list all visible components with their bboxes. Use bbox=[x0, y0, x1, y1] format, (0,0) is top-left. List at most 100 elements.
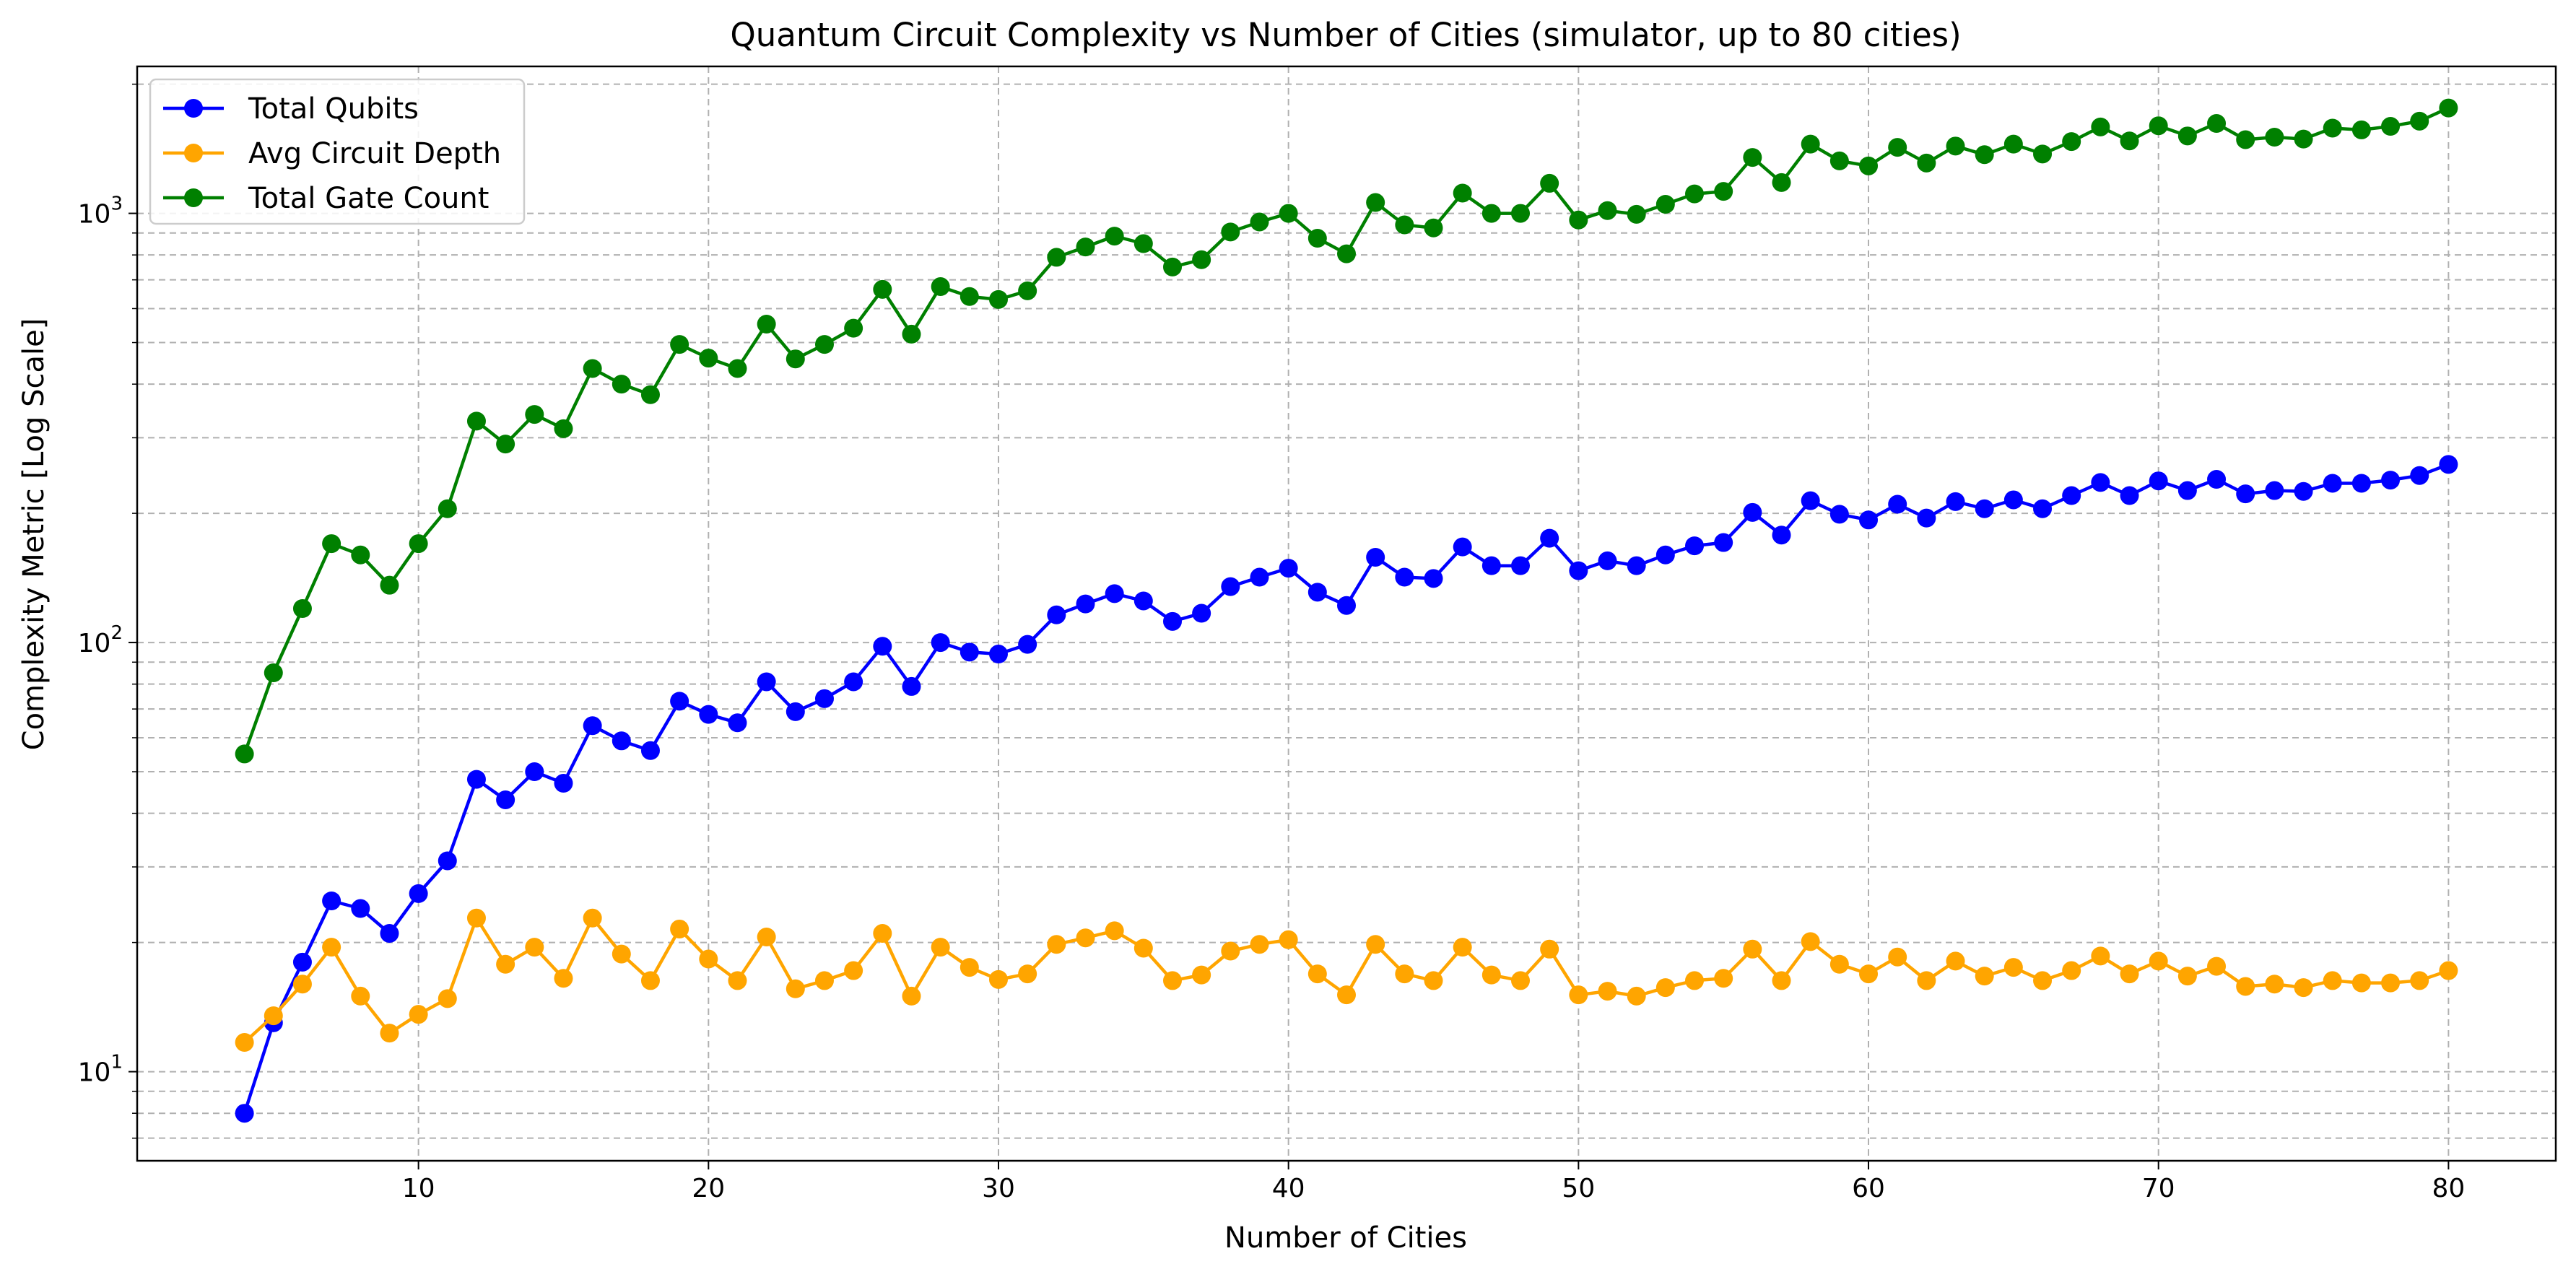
data-point-avg-circuit-depth bbox=[2033, 971, 2053, 990]
legend-label-total-qubits: Total Qubits bbox=[248, 92, 419, 126]
data-point-total-qubits bbox=[2381, 471, 2401, 490]
data-point-avg-circuit-depth bbox=[1946, 951, 1965, 971]
x-tick-label: 70 bbox=[2142, 1174, 2175, 1203]
data-point-total-qubits bbox=[1859, 510, 1879, 530]
data-point-total-qubits bbox=[1598, 551, 1617, 570]
data-point-total-qubits bbox=[1975, 499, 1994, 518]
data-point-total-qubits bbox=[1395, 567, 1414, 587]
data-point-total-qubits bbox=[466, 770, 486, 789]
data-point-total-gate-count bbox=[2091, 117, 2110, 136]
data-point-total-qubits bbox=[1192, 603, 1211, 623]
x-axis-label: Number of Cities bbox=[1224, 1221, 1467, 1255]
data-point-total-qubits bbox=[1888, 494, 1907, 514]
data-point-total-gate-count bbox=[1569, 210, 1588, 230]
data-point-total-qubits bbox=[2177, 481, 2197, 500]
data-point-avg-circuit-depth bbox=[1105, 921, 1124, 941]
y-tick-label: 103 bbox=[78, 193, 123, 230]
data-point-total-gate-count bbox=[1047, 248, 1066, 267]
data-point-total-gate-count bbox=[1540, 173, 1559, 193]
data-point-avg-circuit-depth bbox=[1424, 971, 1443, 990]
data-point-avg-circuit-depth bbox=[1395, 964, 1414, 984]
data-point-total-gate-count bbox=[1395, 215, 1414, 235]
data-point-total-qubits bbox=[1018, 635, 1037, 654]
data-point-avg-circuit-depth bbox=[2091, 946, 2110, 966]
data-point-avg-circuit-depth bbox=[1250, 935, 1269, 954]
series-total-qubits bbox=[235, 455, 2458, 1123]
data-point-total-gate-count bbox=[814, 335, 834, 354]
data-point-avg-circuit-depth bbox=[814, 971, 834, 990]
data-point-avg-circuit-depth bbox=[1714, 969, 1733, 988]
x-tick-label: 60 bbox=[1852, 1174, 1885, 1203]
data-point-total-gate-count bbox=[525, 405, 544, 424]
data-point-total-gate-count bbox=[757, 314, 776, 334]
data-point-avg-circuit-depth bbox=[1192, 965, 1211, 985]
data-point-total-gate-count bbox=[1105, 227, 1124, 246]
data-point-total-qubits bbox=[786, 702, 805, 721]
data-point-total-gate-count bbox=[2381, 117, 2401, 136]
data-point-avg-circuit-depth bbox=[670, 919, 689, 938]
data-point-avg-circuit-depth bbox=[466, 908, 486, 928]
data-point-avg-circuit-depth bbox=[1307, 964, 1327, 984]
data-point-avg-circuit-depth bbox=[931, 938, 950, 957]
data-point-avg-circuit-depth bbox=[1076, 928, 1095, 948]
data-point-total-gate-count bbox=[1829, 151, 1849, 170]
data-point-avg-circuit-depth bbox=[1511, 971, 1531, 990]
data-point-total-qubits bbox=[2207, 470, 2227, 489]
data-point-total-gate-count bbox=[235, 744, 254, 764]
data-point-total-qubits bbox=[2439, 455, 2458, 474]
data-point-total-gate-count bbox=[409, 534, 428, 554]
plot-frame bbox=[136, 65, 2557, 1162]
data-point-total-qubits bbox=[554, 774, 573, 793]
data-point-total-qubits bbox=[1917, 508, 1936, 528]
data-point-total-gate-count bbox=[1714, 182, 1733, 201]
legend-marker-total-qubits bbox=[184, 99, 203, 118]
data-point-total-gate-count bbox=[1192, 250, 1211, 269]
data-point-avg-circuit-depth bbox=[1801, 932, 1820, 951]
data-point-total-gate-count bbox=[554, 419, 573, 438]
data-point-avg-circuit-depth bbox=[2062, 961, 2081, 980]
data-point-total-gate-count bbox=[1598, 201, 1617, 220]
x-tick-label: 50 bbox=[1562, 1174, 1595, 1203]
data-point-total-gate-count bbox=[873, 279, 892, 299]
y-axis-label: Complexity Metric [Log Scale] bbox=[17, 318, 51, 751]
legend-label-avg-circuit-depth: Avg Circuit Depth bbox=[248, 137, 501, 170]
data-point-total-qubits bbox=[1221, 577, 1240, 596]
x-tick-label: 80 bbox=[2432, 1174, 2465, 1203]
data-point-total-qubits bbox=[1540, 528, 1559, 548]
data-point-avg-circuit-depth bbox=[2120, 964, 2139, 984]
data-point-avg-circuit-depth bbox=[1655, 978, 1675, 998]
x-tick-label: 10 bbox=[402, 1174, 435, 1203]
data-point-avg-circuit-depth bbox=[988, 969, 1008, 989]
data-point-avg-circuit-depth bbox=[1540, 939, 1559, 959]
data-point-total-gate-count bbox=[2207, 114, 2227, 134]
data-point-total-gate-count bbox=[322, 534, 341, 554]
data-point-total-gate-count bbox=[264, 663, 283, 683]
data-point-total-gate-count bbox=[2351, 120, 2371, 139]
data-point-avg-circuit-depth bbox=[844, 961, 863, 980]
data-point-total-gate-count bbox=[988, 289, 1008, 309]
data-point-avg-circuit-depth bbox=[728, 971, 747, 990]
x-tick-label: 30 bbox=[982, 1174, 1015, 1203]
data-point-avg-circuit-depth bbox=[1481, 965, 1501, 985]
data-point-avg-circuit-depth bbox=[2207, 956, 2227, 976]
data-point-total-qubits bbox=[438, 851, 457, 871]
data-point-total-gate-count bbox=[2177, 126, 2197, 146]
y-tick-label: 102 bbox=[78, 622, 123, 658]
x-tick-label: 20 bbox=[692, 1174, 725, 1203]
data-point-total-qubits bbox=[496, 790, 515, 809]
data-point-total-gate-count bbox=[931, 277, 950, 297]
data-point-total-gate-count bbox=[1337, 244, 1356, 263]
data-point-total-gate-count bbox=[1888, 138, 1907, 157]
data-point-total-qubits bbox=[1337, 596, 1356, 615]
data-point-total-gate-count bbox=[1424, 218, 1443, 237]
data-point-total-gate-count bbox=[1917, 153, 1936, 173]
data-point-total-gate-count bbox=[640, 385, 660, 404]
data-point-total-gate-count bbox=[1801, 134, 1820, 154]
data-point-total-gate-count bbox=[1481, 204, 1501, 223]
data-point-total-qubits bbox=[699, 705, 718, 724]
data-point-total-gate-count bbox=[2410, 111, 2429, 131]
data-point-total-gate-count bbox=[2294, 129, 2313, 149]
data-point-avg-circuit-depth bbox=[1453, 938, 1472, 957]
data-point-avg-circuit-depth bbox=[1018, 964, 1037, 984]
legend-label-total-gate-count: Total Gate Count bbox=[248, 182, 489, 215]
